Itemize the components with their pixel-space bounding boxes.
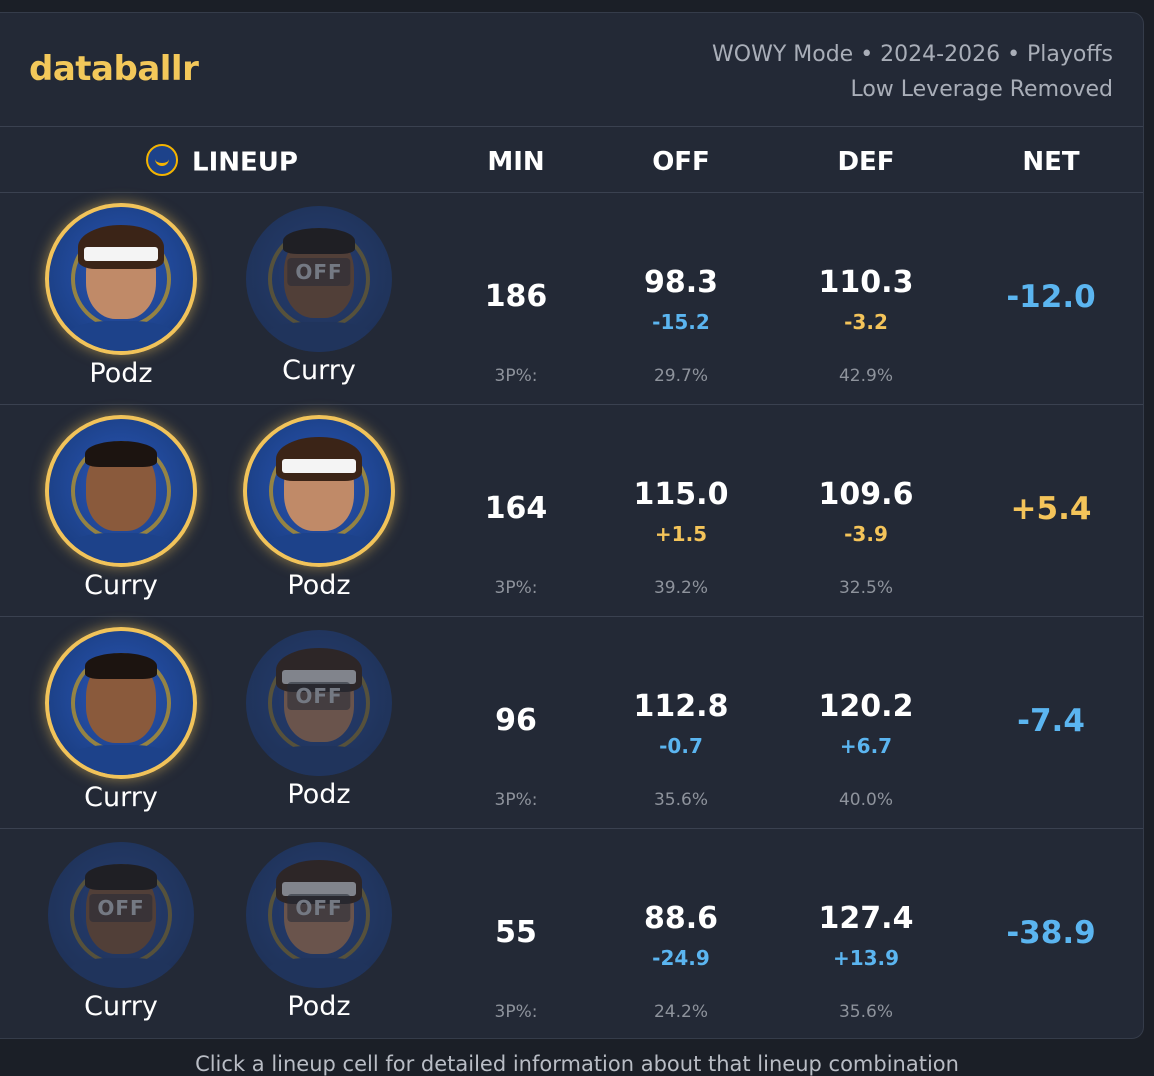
lineup-row[interactable]: Curry Podz 164 115.0 +1.5 109.6 -3.9 +5.4 3P%: 39… xyxy=(0,405,1143,617)
podz-headshot-icon: OFF xyxy=(246,630,392,776)
min-column-header[interactable]: MIN xyxy=(487,147,545,177)
lineup-row[interactable]: Podz OFF Curry 186 98.3 -15.2 110.3 -3.2 -12.0 3P… xyxy=(0,193,1143,405)
player-name: Curry xyxy=(84,782,158,813)
player-name: Curry xyxy=(84,991,158,1022)
lineup-player[interactable]: Podz xyxy=(36,203,206,389)
databallr-logo[interactable]: databallr xyxy=(29,49,199,89)
off-badge: OFF xyxy=(287,894,351,922)
podz-headshot-icon xyxy=(45,203,197,355)
table-header: LINEUP MIN OFF DEF NET xyxy=(0,127,1143,193)
minutes-value: 164 xyxy=(484,491,548,526)
off-three-point-pct: 29.7% xyxy=(653,366,709,386)
off-rating-delta: +1.5 xyxy=(654,522,708,546)
filter-summary: WOWY Mode • 2024-2026 • Playoffs Low Lev… xyxy=(712,37,1113,107)
card-header: databallr WOWY Mode • 2024-2026 • Playof… xyxy=(0,13,1143,127)
player-name: Curry xyxy=(282,355,356,386)
def-column-header[interactable]: DEF xyxy=(837,147,895,177)
player-name: Podz xyxy=(287,570,351,601)
lineup-player[interactable]: OFF Curry xyxy=(36,839,206,1022)
off-rating-value: 112.8 xyxy=(633,689,729,724)
footer-hint: Click a lineup cell for detailed informa… xyxy=(195,1052,959,1076)
three-point-label: 3P%: xyxy=(494,790,538,810)
net-rating-value: -38.9 xyxy=(1006,915,1096,951)
off-three-point-pct: 24.2% xyxy=(653,1002,709,1022)
off-rating-delta: -0.7 xyxy=(659,734,703,758)
minutes-value: 55 xyxy=(495,915,537,950)
def-rating-value: 120.2 xyxy=(818,689,914,724)
off-three-point-pct: 39.2% xyxy=(653,578,709,598)
mode-season-label: WOWY Mode • 2024-2026 • Playoffs xyxy=(712,42,1113,67)
off-badge: OFF xyxy=(287,682,351,710)
def-three-point-pct: 42.9% xyxy=(838,366,894,386)
off-badge: OFF xyxy=(89,894,153,922)
curry-headshot-icon: OFF xyxy=(246,206,392,352)
net-rating-value: +5.4 xyxy=(1010,491,1092,527)
def-rating-value: 110.3 xyxy=(818,265,914,300)
leverage-label: Low Leverage Removed xyxy=(850,77,1113,102)
off-column-header[interactable]: OFF xyxy=(652,147,710,177)
wowy-card: databallr WOWY Mode • 2024-2026 • Playof… xyxy=(0,12,1144,1039)
off-rating-delta: -24.9 xyxy=(652,946,710,970)
warriors-logo-icon xyxy=(146,144,179,176)
off-badge: OFF xyxy=(287,258,351,286)
podz-headshot-icon: OFF xyxy=(246,842,392,988)
off-rating-value: 98.3 xyxy=(643,265,719,300)
three-point-label: 3P%: xyxy=(494,366,538,386)
def-rating-delta: -3.2 xyxy=(844,310,888,334)
curry-headshot-icon: OFF xyxy=(48,842,194,988)
off-three-point-pct: 35.6% xyxy=(653,790,709,810)
net-rating-value: -12.0 xyxy=(1006,279,1096,315)
player-name: Podz xyxy=(287,779,351,810)
player-name: Podz xyxy=(89,358,153,389)
lineup-column-header: LINEUP xyxy=(146,144,298,179)
lineup-player[interactable]: OFF Curry xyxy=(234,203,404,386)
net-column-header[interactable]: NET xyxy=(1022,147,1080,177)
def-rating-delta: +6.7 xyxy=(839,734,893,758)
minutes-value: 96 xyxy=(495,703,537,738)
lineup-player[interactable]: Podz xyxy=(234,415,404,601)
podz-headshot-icon xyxy=(243,415,395,567)
lineup-player[interactable]: OFF Podz xyxy=(234,627,404,810)
def-rating-value: 127.4 xyxy=(818,901,914,936)
three-point-label: 3P%: xyxy=(494,578,538,598)
def-rating-value: 109.6 xyxy=(818,477,914,512)
def-rating-delta: -3.9 xyxy=(844,522,888,546)
off-rating-value: 88.6 xyxy=(643,901,719,936)
player-name: Podz xyxy=(287,991,351,1022)
net-rating-value: -7.4 xyxy=(1017,703,1085,739)
def-three-point-pct: 35.6% xyxy=(838,1002,894,1022)
lineup-player[interactable]: Curry xyxy=(36,415,206,601)
def-rating-delta: +13.9 xyxy=(832,946,900,970)
def-three-point-pct: 32.5% xyxy=(838,578,894,598)
lineup-player[interactable]: OFF Podz xyxy=(234,839,404,1022)
lineup-row[interactable]: Curry OFF Podz 96 112.8 -0.7 120.2 +6.7 -7.4 3P%:… xyxy=(0,617,1143,829)
def-three-point-pct: 40.0% xyxy=(838,790,894,810)
off-rating-value: 115.0 xyxy=(633,477,729,512)
minutes-value: 186 xyxy=(484,279,548,314)
curry-headshot-icon xyxy=(45,627,197,779)
lineup-row[interactable]: OFF Curry OFF Podz 55 88.6 -24.9 127.4 +13.9 -38.… xyxy=(0,829,1143,1038)
three-point-label: 3P%: xyxy=(494,1002,538,1022)
off-rating-delta: -15.2 xyxy=(652,310,710,334)
lineup-player[interactable]: Curry xyxy=(36,627,206,813)
curry-headshot-icon xyxy=(45,415,197,567)
player-name: Curry xyxy=(84,570,158,601)
